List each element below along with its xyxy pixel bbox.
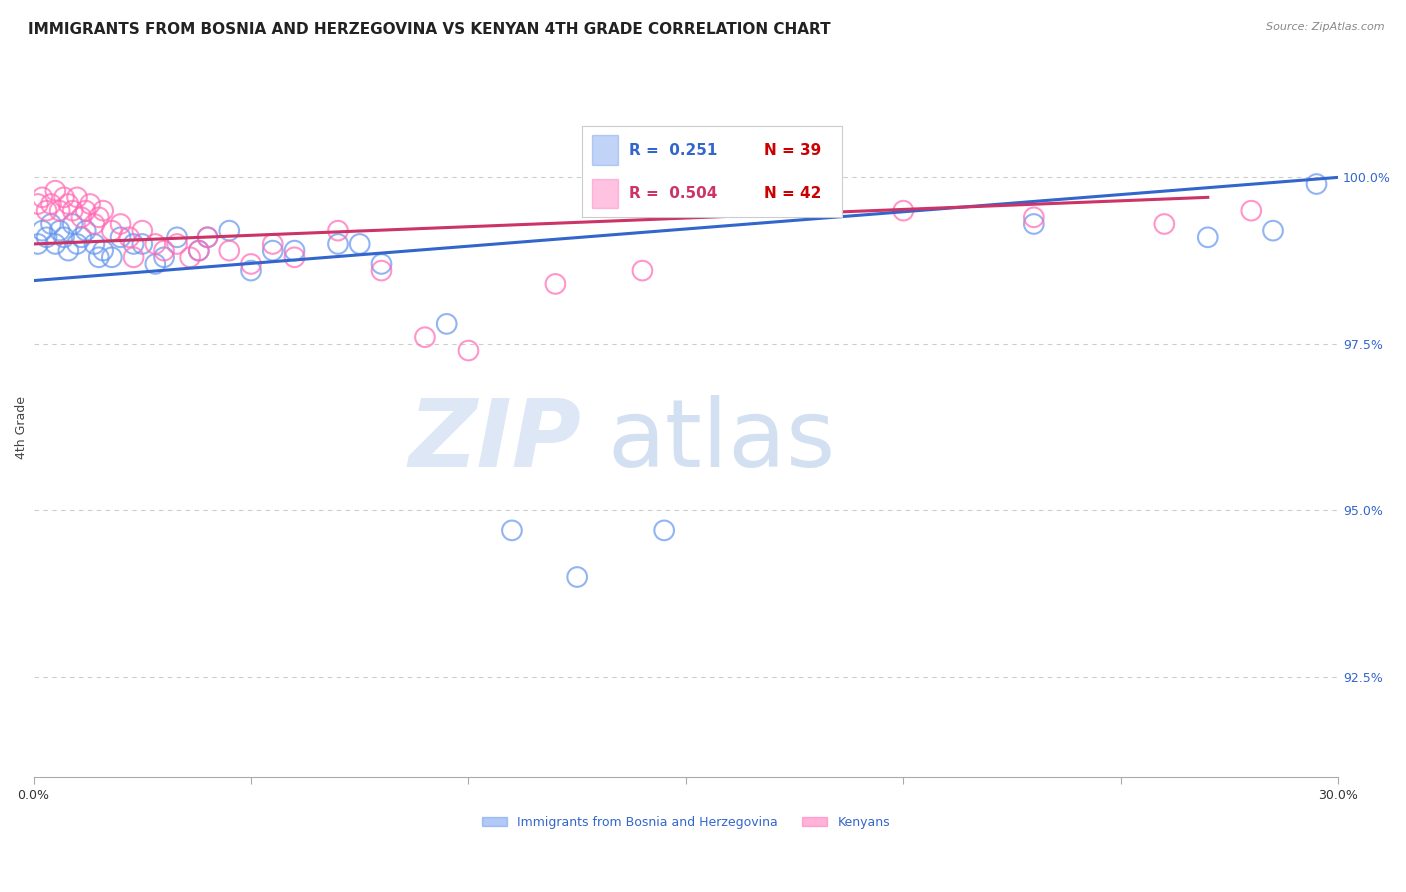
- Point: [62, 217, 84, 231]
- Text: Source: ZipAtlas.com: Source: ZipAtlas.com: [1267, 22, 1385, 32]
- Point: [70, 230, 93, 244]
- Point: [179, 250, 201, 264]
- Point: [1305, 177, 1327, 191]
- Text: ZIP: ZIP: [409, 395, 582, 487]
- Point: [1153, 217, 1175, 231]
- Point: [110, 217, 132, 231]
- Point: [66, 237, 89, 252]
- Point: [122, 237, 145, 252]
- Point: [35, 203, 58, 218]
- Y-axis label: 4th Grade: 4th Grade: [15, 396, 28, 458]
- Point: [79, 197, 101, 211]
- Point: [218, 224, 240, 238]
- Point: [1261, 224, 1284, 238]
- Point: [1022, 217, 1045, 231]
- Point: [187, 244, 209, 258]
- Point: [131, 237, 153, 252]
- Point: [652, 524, 675, 538]
- Point: [53, 190, 76, 204]
- Point: [143, 257, 166, 271]
- Point: [101, 250, 124, 264]
- Point: [91, 244, 114, 258]
- Point: [70, 211, 93, 225]
- Point: [370, 263, 392, 277]
- Point: [326, 224, 349, 238]
- Point: [349, 237, 371, 252]
- Point: [27, 237, 49, 252]
- Point: [87, 250, 110, 264]
- Point: [131, 224, 153, 238]
- Point: [75, 203, 97, 218]
- Point: [39, 217, 62, 231]
- Text: IMMIGRANTS FROM BOSNIA AND HERZEGOVINA VS KENYAN 4TH GRADE CORRELATION CHART: IMMIGRANTS FROM BOSNIA AND HERZEGOVINA V…: [28, 22, 831, 37]
- Point: [44, 184, 66, 198]
- Point: [197, 230, 219, 244]
- Point: [153, 244, 176, 258]
- Point: [31, 190, 53, 204]
- Point: [83, 237, 105, 252]
- Point: [83, 217, 105, 231]
- Point: [1240, 203, 1263, 218]
- Point: [48, 203, 70, 218]
- Point: [187, 244, 209, 258]
- Point: [240, 257, 263, 271]
- Point: [91, 203, 114, 218]
- Point: [101, 224, 124, 238]
- Point: [118, 230, 141, 244]
- Point: [1197, 230, 1219, 244]
- Point: [262, 244, 284, 258]
- Point: [153, 250, 176, 264]
- Point: [544, 277, 567, 291]
- Point: [122, 250, 145, 264]
- Point: [283, 250, 305, 264]
- Point: [31, 224, 53, 238]
- Point: [197, 230, 219, 244]
- Point: [58, 244, 80, 258]
- Point: [240, 263, 263, 277]
- Point: [893, 203, 915, 218]
- Point: [501, 524, 523, 538]
- Point: [75, 224, 97, 238]
- Point: [48, 224, 70, 238]
- Point: [35, 230, 58, 244]
- Point: [567, 570, 589, 584]
- Point: [58, 197, 80, 211]
- Point: [87, 211, 110, 225]
- Point: [39, 197, 62, 211]
- Point: [110, 230, 132, 244]
- Point: [262, 237, 284, 252]
- Point: [166, 230, 188, 244]
- Point: [143, 237, 166, 252]
- Point: [218, 244, 240, 258]
- Point: [27, 197, 49, 211]
- Point: [413, 330, 436, 344]
- Point: [66, 190, 89, 204]
- Point: [1022, 211, 1045, 225]
- Point: [166, 237, 188, 252]
- Point: [326, 237, 349, 252]
- Point: [762, 184, 785, 198]
- Point: [62, 203, 84, 218]
- Text: atlas: atlas: [607, 395, 837, 487]
- Point: [370, 257, 392, 271]
- Point: [53, 230, 76, 244]
- Point: [44, 237, 66, 252]
- Point: [283, 244, 305, 258]
- Point: [457, 343, 479, 358]
- Point: [436, 317, 458, 331]
- Point: [631, 263, 654, 277]
- Legend: Immigrants from Bosnia and Herzegovina, Kenyans: Immigrants from Bosnia and Herzegovina, …: [477, 811, 896, 833]
